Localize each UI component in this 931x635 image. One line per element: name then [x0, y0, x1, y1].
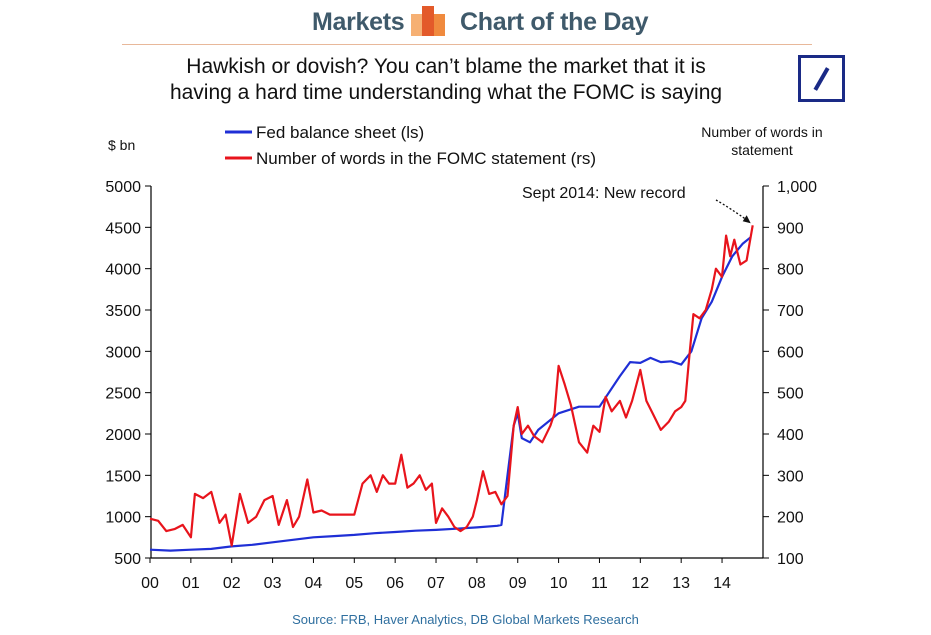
left-tick-label: 500 [114, 551, 141, 568]
right-tick-label: 1,000 [777, 179, 817, 196]
source-note: Source: FRB, Haver Analytics, DB Global … [292, 612, 639, 627]
logo-bar-left [411, 14, 422, 36]
page-header: Markets Chart of the Day [0, 0, 931, 44]
word-count-line [149, 225, 754, 547]
balance-sheet-line [149, 236, 752, 552]
legend: Fed balance sheet (ls) Number of words in… [225, 123, 596, 168]
annotation-group: Sept 2014: New record [522, 185, 751, 224]
x-tick-label: 14 [713, 575, 731, 592]
chart-title-line-1: Hawkish or dovish? You can’t blame the m… [186, 55, 706, 78]
markets-label: Markets [312, 8, 405, 36]
right-tick-label: 400 [777, 427, 804, 444]
right-tick-label: 200 [777, 510, 804, 527]
right-axis-label-line: statement [731, 142, 793, 158]
legend-label: Fed balance sheet (ls) [256, 123, 424, 142]
deutsche-bank-logo [798, 55, 845, 102]
left-axis-label: $ bn [108, 137, 135, 153]
left-tick-label: 1000 [105, 510, 141, 527]
left-tick-label: 3500 [105, 303, 141, 320]
left-tick-label: 4500 [105, 220, 141, 237]
annotation-arrow [715, 199, 750, 222]
chart-title: Hawkish or dovish? You can’t blame the m… [96, 54, 796, 106]
left-tick-label: 2500 [105, 386, 141, 403]
logo-bar-middle [422, 6, 434, 36]
x-tick-label: 06 [386, 575, 404, 592]
x-tick-label: 12 [631, 575, 649, 592]
left-tick-label: 1500 [105, 468, 141, 485]
x-tick-label: 11 [591, 575, 608, 592]
right-tick-label: 800 [777, 262, 804, 279]
x-tick-label: 10 [550, 575, 568, 592]
right-tick-label: 100 [777, 551, 804, 568]
right-tick-label: 700 [777, 303, 804, 320]
axes: 5000450040003500300025002000150010005001… [105, 124, 822, 592]
annotation-arrowhead [742, 215, 751, 224]
x-tick-label: 04 [305, 575, 323, 592]
right-tick-label: 500 [777, 386, 804, 403]
x-tick-label: 02 [223, 575, 241, 592]
chart-title-line-2: having a hard time understanding what th… [169, 81, 723, 104]
x-tick-label: 13 [672, 575, 690, 592]
right-axis-label-line: Number of words in [701, 124, 822, 140]
x-tick-label: 00 [141, 575, 159, 592]
left-tick-label: 5000 [105, 179, 141, 196]
chart-of-the-day-label: Chart of the Day [460, 8, 649, 36]
x-tick-label: 03 [264, 575, 282, 592]
header-divider [122, 44, 812, 45]
right-tick-label: 900 [777, 220, 804, 237]
x-tick-label: 07 [427, 575, 445, 592]
x-tick-label: 05 [345, 575, 363, 592]
left-tick-label: 4000 [105, 262, 141, 279]
left-tick-label: 3000 [105, 344, 141, 361]
left-tick-label: 2000 [105, 427, 141, 444]
bar-chart-icon [411, 6, 445, 36]
annotation-text: Sept 2014: New record [522, 185, 686, 202]
legend-label: Number of words in the FOMC statement (r… [256, 149, 596, 168]
right-tick-label: 300 [777, 468, 804, 485]
logo-bar-right [434, 14, 445, 36]
x-tick-label: 08 [468, 575, 486, 592]
x-tick-label: 09 [509, 575, 527, 592]
series-group [149, 225, 754, 552]
x-tick-label: 01 [182, 575, 200, 592]
right-tick-label: 600 [777, 344, 804, 361]
